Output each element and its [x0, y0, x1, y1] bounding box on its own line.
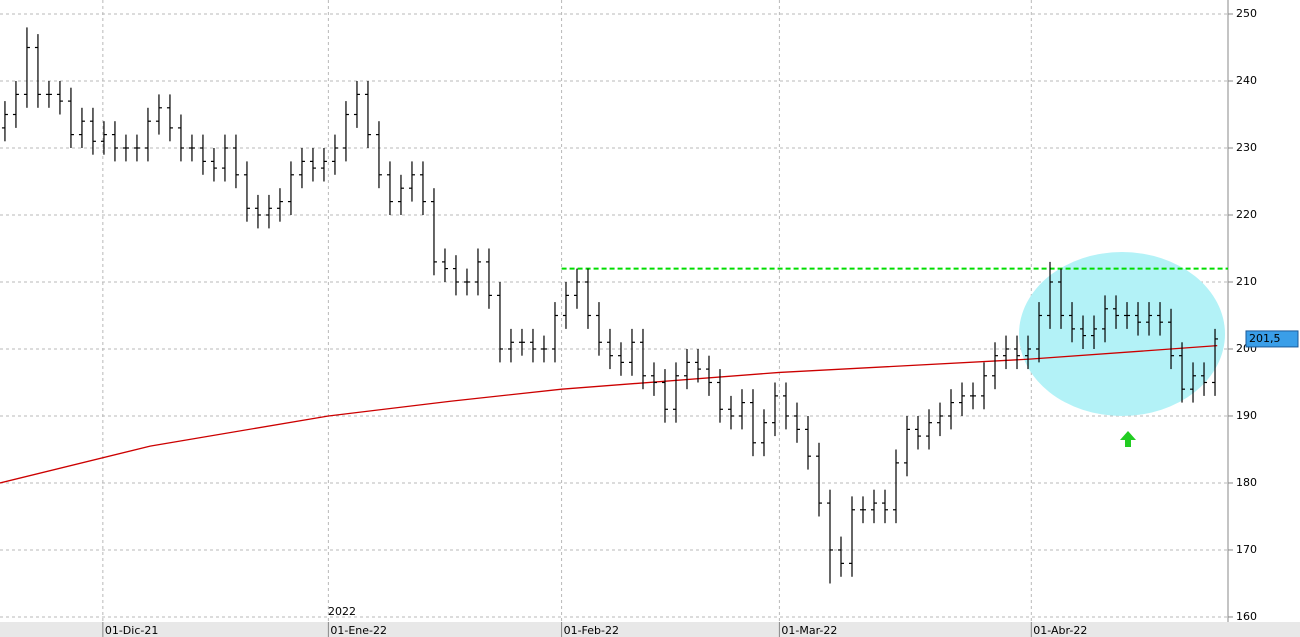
y-tick-label: 160: [1236, 610, 1257, 623]
y-tick-label: 240: [1236, 74, 1257, 87]
y-tick-label: 250: [1236, 7, 1257, 20]
y-tick-label: 190: [1236, 409, 1257, 422]
y-tick-label: 170: [1236, 543, 1257, 556]
y-tick-label: 210: [1236, 275, 1257, 288]
last-price-box: [1245, 330, 1299, 348]
x-tick-label: 01-Feb-22: [564, 624, 619, 637]
highlight-ellipse: [1019, 252, 1225, 416]
y-tick-label: 220: [1236, 208, 1257, 221]
year-annotation: 2022: [328, 605, 356, 618]
up-arrow: [1120, 431, 1136, 447]
x-tick-label: 01-Ene-22: [330, 624, 387, 637]
y-tick-label: 230: [1236, 141, 1257, 154]
x-tick-label: 01-Abr-22: [1033, 624, 1087, 637]
moving-average-line: [0, 344, 1218, 484]
y-tick-label: 180: [1236, 476, 1257, 489]
x-axis-band: [0, 622, 1300, 637]
last-price-label: 201,5: [1249, 332, 1281, 345]
x-tick-label: 01-Dic-21: [105, 624, 159, 637]
x-tick-label: 01-Mar-22: [781, 624, 837, 637]
